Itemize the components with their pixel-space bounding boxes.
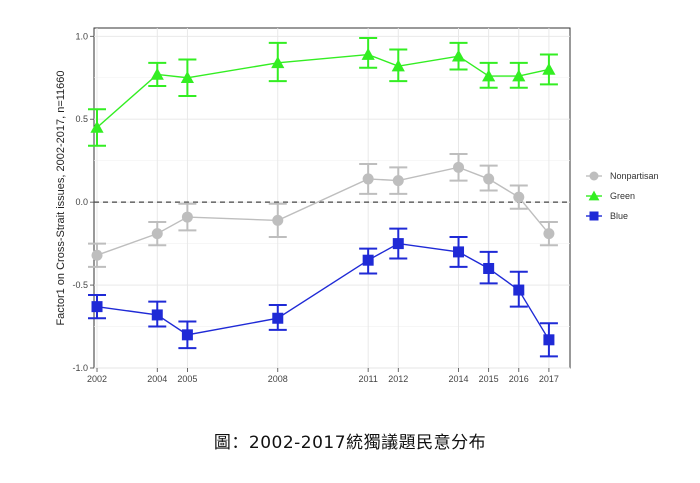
x-tick-label: 2002 (87, 374, 107, 384)
legend-item-nonpartisan: Nonpartisan (586, 171, 659, 181)
x-tick-label: 2016 (509, 374, 529, 384)
legend-label: Blue (610, 211, 628, 221)
x-tick-label: 2008 (268, 374, 288, 384)
y-tick-label: -1.0 (72, 363, 88, 373)
data-point-green (482, 69, 496, 82)
data-point-nonpartisan (91, 249, 103, 261)
series-blue (88, 227, 558, 358)
data-point-green (512, 69, 526, 82)
legend-label: Green (610, 191, 635, 201)
data-point-nonpartisan (151, 228, 163, 240)
data-point-blue (91, 301, 103, 313)
data-point-blue (543, 334, 555, 346)
legend-item-blue: Blue (586, 211, 628, 221)
legend-item-green: Green (586, 190, 635, 201)
legend-swatch-marker (589, 171, 599, 181)
data-point-green (271, 56, 285, 69)
y-axis-label: Factor1 on Cross-Strait issues, 2002-201… (55, 70, 67, 325)
series-line-nonpartisan (96, 166, 550, 256)
figure-caption: 圖：2002-2017統獨議題民意分布 (213, 433, 487, 453)
axis-layer: -1.0 -0.5 0.0 0.5 1.0 2002 2004 2005 2008 2011 201… (72, 31, 558, 384)
y-tick-label: 0.0 (75, 197, 88, 207)
data-point-blue (151, 309, 163, 321)
legend-label: Nonpartisan (610, 171, 659, 181)
data-point-green (361, 47, 375, 60)
data-point-nonpartisan (543, 228, 555, 240)
data-point-blue (483, 262, 495, 274)
data-point-green (542, 62, 556, 75)
data-point-nonpartisan (392, 175, 404, 187)
data-point-blue (181, 329, 193, 341)
y-tick-label: -0.5 (72, 280, 88, 290)
data-point-nonpartisan (513, 191, 525, 203)
x-tick-label: 2004 (147, 374, 167, 384)
data-point-green (150, 67, 164, 80)
data-point-blue (453, 246, 465, 258)
data-point-blue (392, 238, 404, 250)
data-point-green (451, 49, 466, 62)
series-layer (88, 36, 558, 358)
x-tick-label: 2012 (388, 374, 408, 384)
data-point-nonpartisan (483, 173, 495, 185)
data-point-nonpartisan (272, 214, 284, 226)
legend-swatch-marker (589, 211, 599, 221)
y-tick-label: 0.5 (75, 114, 88, 124)
series-line-blue (96, 242, 550, 341)
series-nonpartisan (88, 153, 558, 268)
data-point-nonpartisan (181, 211, 193, 223)
data-point-blue (362, 254, 374, 266)
x-tick-label: 2011 (358, 374, 377, 384)
y-tick-label: 1.0 (75, 31, 88, 41)
series-line-green (96, 53, 550, 129)
data-point-blue (513, 284, 525, 296)
series-green (88, 36, 558, 147)
legend-swatch-marker (588, 190, 600, 201)
x-tick-label: 2014 (449, 374, 469, 384)
x-tick-label: 2017 (539, 374, 559, 384)
x-tick-label: 2005 (177, 374, 197, 384)
plot-panel (93, 27, 571, 369)
legend: Nonpartisan Green Blue (586, 171, 659, 221)
data-point-blue (272, 312, 284, 324)
data-point-green (90, 120, 104, 133)
data-point-nonpartisan (453, 161, 465, 173)
data-point-nonpartisan (362, 173, 374, 185)
x-tick-label: 2015 (479, 374, 499, 384)
data-point-green (391, 59, 405, 72)
data-point-green (180, 71, 194, 84)
